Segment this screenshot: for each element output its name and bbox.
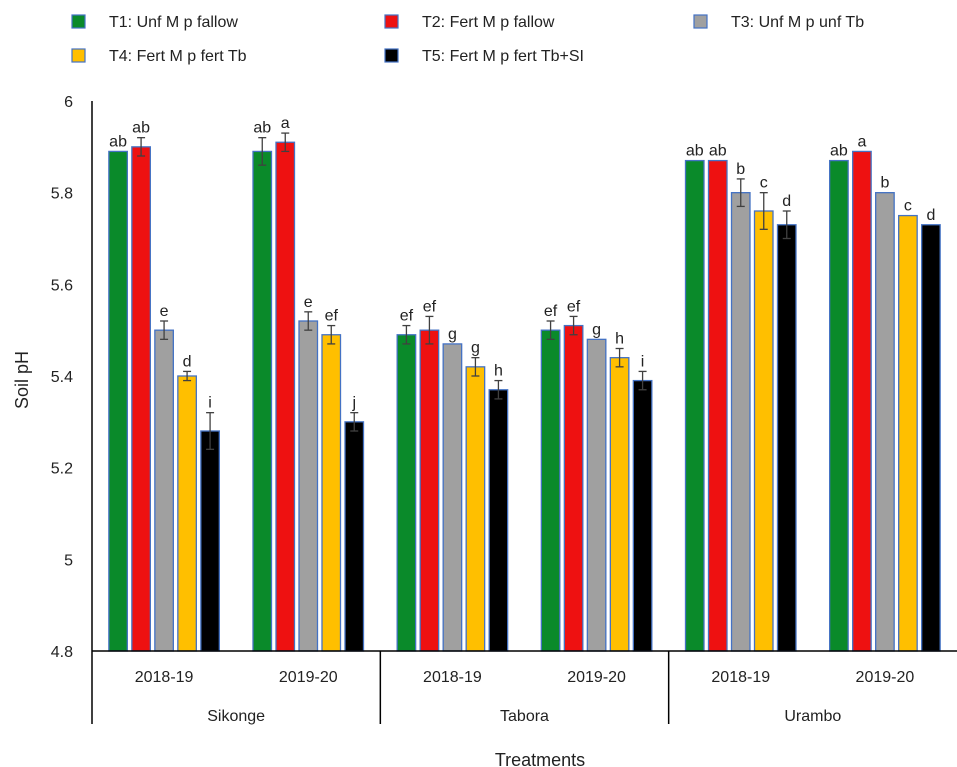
y-tick-label: 5.4: [51, 369, 73, 386]
bar: [275, 141, 296, 652]
x-tick-label: 2019-20: [856, 669, 915, 686]
bar: [131, 146, 151, 652]
data-label: ab: [830, 143, 848, 160]
y-tick-label: 5.6: [51, 277, 73, 294]
x-axis-label: Treatments: [495, 750, 585, 767]
bar: [321, 334, 342, 652]
bar: [298, 320, 319, 652]
x-tick-label: 2018-19: [423, 669, 482, 686]
data-label: e: [160, 303, 169, 320]
data-label: d: [926, 207, 935, 224]
data-label: g: [592, 321, 601, 338]
data-label: g: [471, 340, 480, 357]
y-axis-label: Soil pH: [12, 351, 32, 409]
x-tick-label: 2019-20: [567, 669, 626, 686]
bar: [419, 329, 440, 652]
bar: [540, 329, 561, 652]
data-label: h: [615, 331, 624, 348]
bar: [875, 192, 895, 652]
bar: [252, 150, 273, 652]
y-tick-label: 5.2: [51, 461, 73, 478]
y-tick-label: 5: [64, 552, 73, 569]
data-label: a: [857, 133, 866, 150]
bar: [730, 192, 751, 652]
bar: [921, 224, 941, 652]
data-label: d: [782, 193, 791, 210]
bar: [753, 210, 774, 652]
legend-swatch: [384, 48, 399, 63]
data-label: ef: [423, 298, 437, 315]
data-label: e: [304, 294, 313, 311]
legend-swatch: [71, 14, 86, 29]
bar: [829, 159, 849, 652]
bar: [488, 389, 509, 652]
legend-swatch: [693, 14, 708, 29]
data-label: ef: [544, 303, 558, 320]
data-label: h: [494, 363, 503, 380]
bar: [776, 224, 797, 652]
x-group-label: Tabora: [500, 708, 549, 725]
data-label: ef: [325, 308, 339, 325]
y-axis: 4.8 5 5.2 5.4 5.6 5.8 6: [51, 94, 93, 661]
data-label: g: [448, 326, 457, 343]
data-label: ab: [132, 120, 150, 137]
data-label: j: [351, 395, 356, 412]
legend-label: T4: Fert M p fert Tb: [109, 48, 247, 65]
data-label: d: [183, 353, 192, 370]
data-label: ab: [109, 133, 127, 150]
x-group-label: Sikonge: [207, 708, 265, 725]
data-label: ab: [253, 120, 271, 137]
bar: [200, 430, 220, 652]
bar: [684, 159, 705, 652]
legend: T1: Unf M p fallow T2: Fert M p fallow T3:…: [71, 14, 864, 65]
legend-swatch: [71, 48, 86, 63]
legend-label: T3: Unf M p unf Tb: [731, 14, 864, 31]
data-label: b: [736, 161, 745, 178]
bar: [852, 150, 872, 652]
bar: [396, 334, 417, 652]
data-label: c: [904, 198, 912, 215]
data-label: ef: [567, 298, 581, 315]
y-tick-label: 4.8: [51, 644, 73, 661]
data-label: i: [208, 395, 212, 412]
data-label: ef: [400, 308, 414, 325]
data-label: ab: [709, 143, 727, 160]
x-tick-label: 2018-19: [711, 669, 770, 686]
bar: [154, 329, 174, 652]
x-axis: 2018-19 2019-20 Sikonge 2018-19 2019-20 Tabor…: [91, 650, 957, 725]
data-label: b: [880, 175, 889, 192]
legend-label: T1: Unf M p fallow: [109, 14, 238, 31]
data-label: a: [281, 115, 290, 132]
data-label: c: [760, 175, 768, 192]
y-tick-label: 5.8: [51, 186, 73, 203]
data-label: i: [641, 353, 645, 370]
legend-label: T5: Fert M p fert Tb+SI: [422, 48, 584, 65]
bar: [563, 324, 584, 652]
bar: [707, 159, 728, 652]
bar: [442, 343, 463, 652]
bar: [898, 214, 918, 652]
bar: [632, 379, 653, 652]
bar: [108, 150, 128, 652]
x-tick-label: 2018-19: [135, 669, 194, 686]
x-tick-label: 2019-20: [279, 669, 338, 686]
y-tick-label: 6: [64, 94, 73, 111]
bar: [586, 338, 607, 652]
bar: [465, 366, 486, 652]
data-label: ab: [686, 143, 704, 160]
bar: [177, 375, 197, 652]
x-group-label: Urambo: [784, 708, 841, 725]
legend-label: T2: Fert M p fallow: [422, 14, 555, 31]
bar: [344, 421, 365, 652]
legend-swatch: [384, 14, 399, 29]
bar: [609, 357, 630, 652]
